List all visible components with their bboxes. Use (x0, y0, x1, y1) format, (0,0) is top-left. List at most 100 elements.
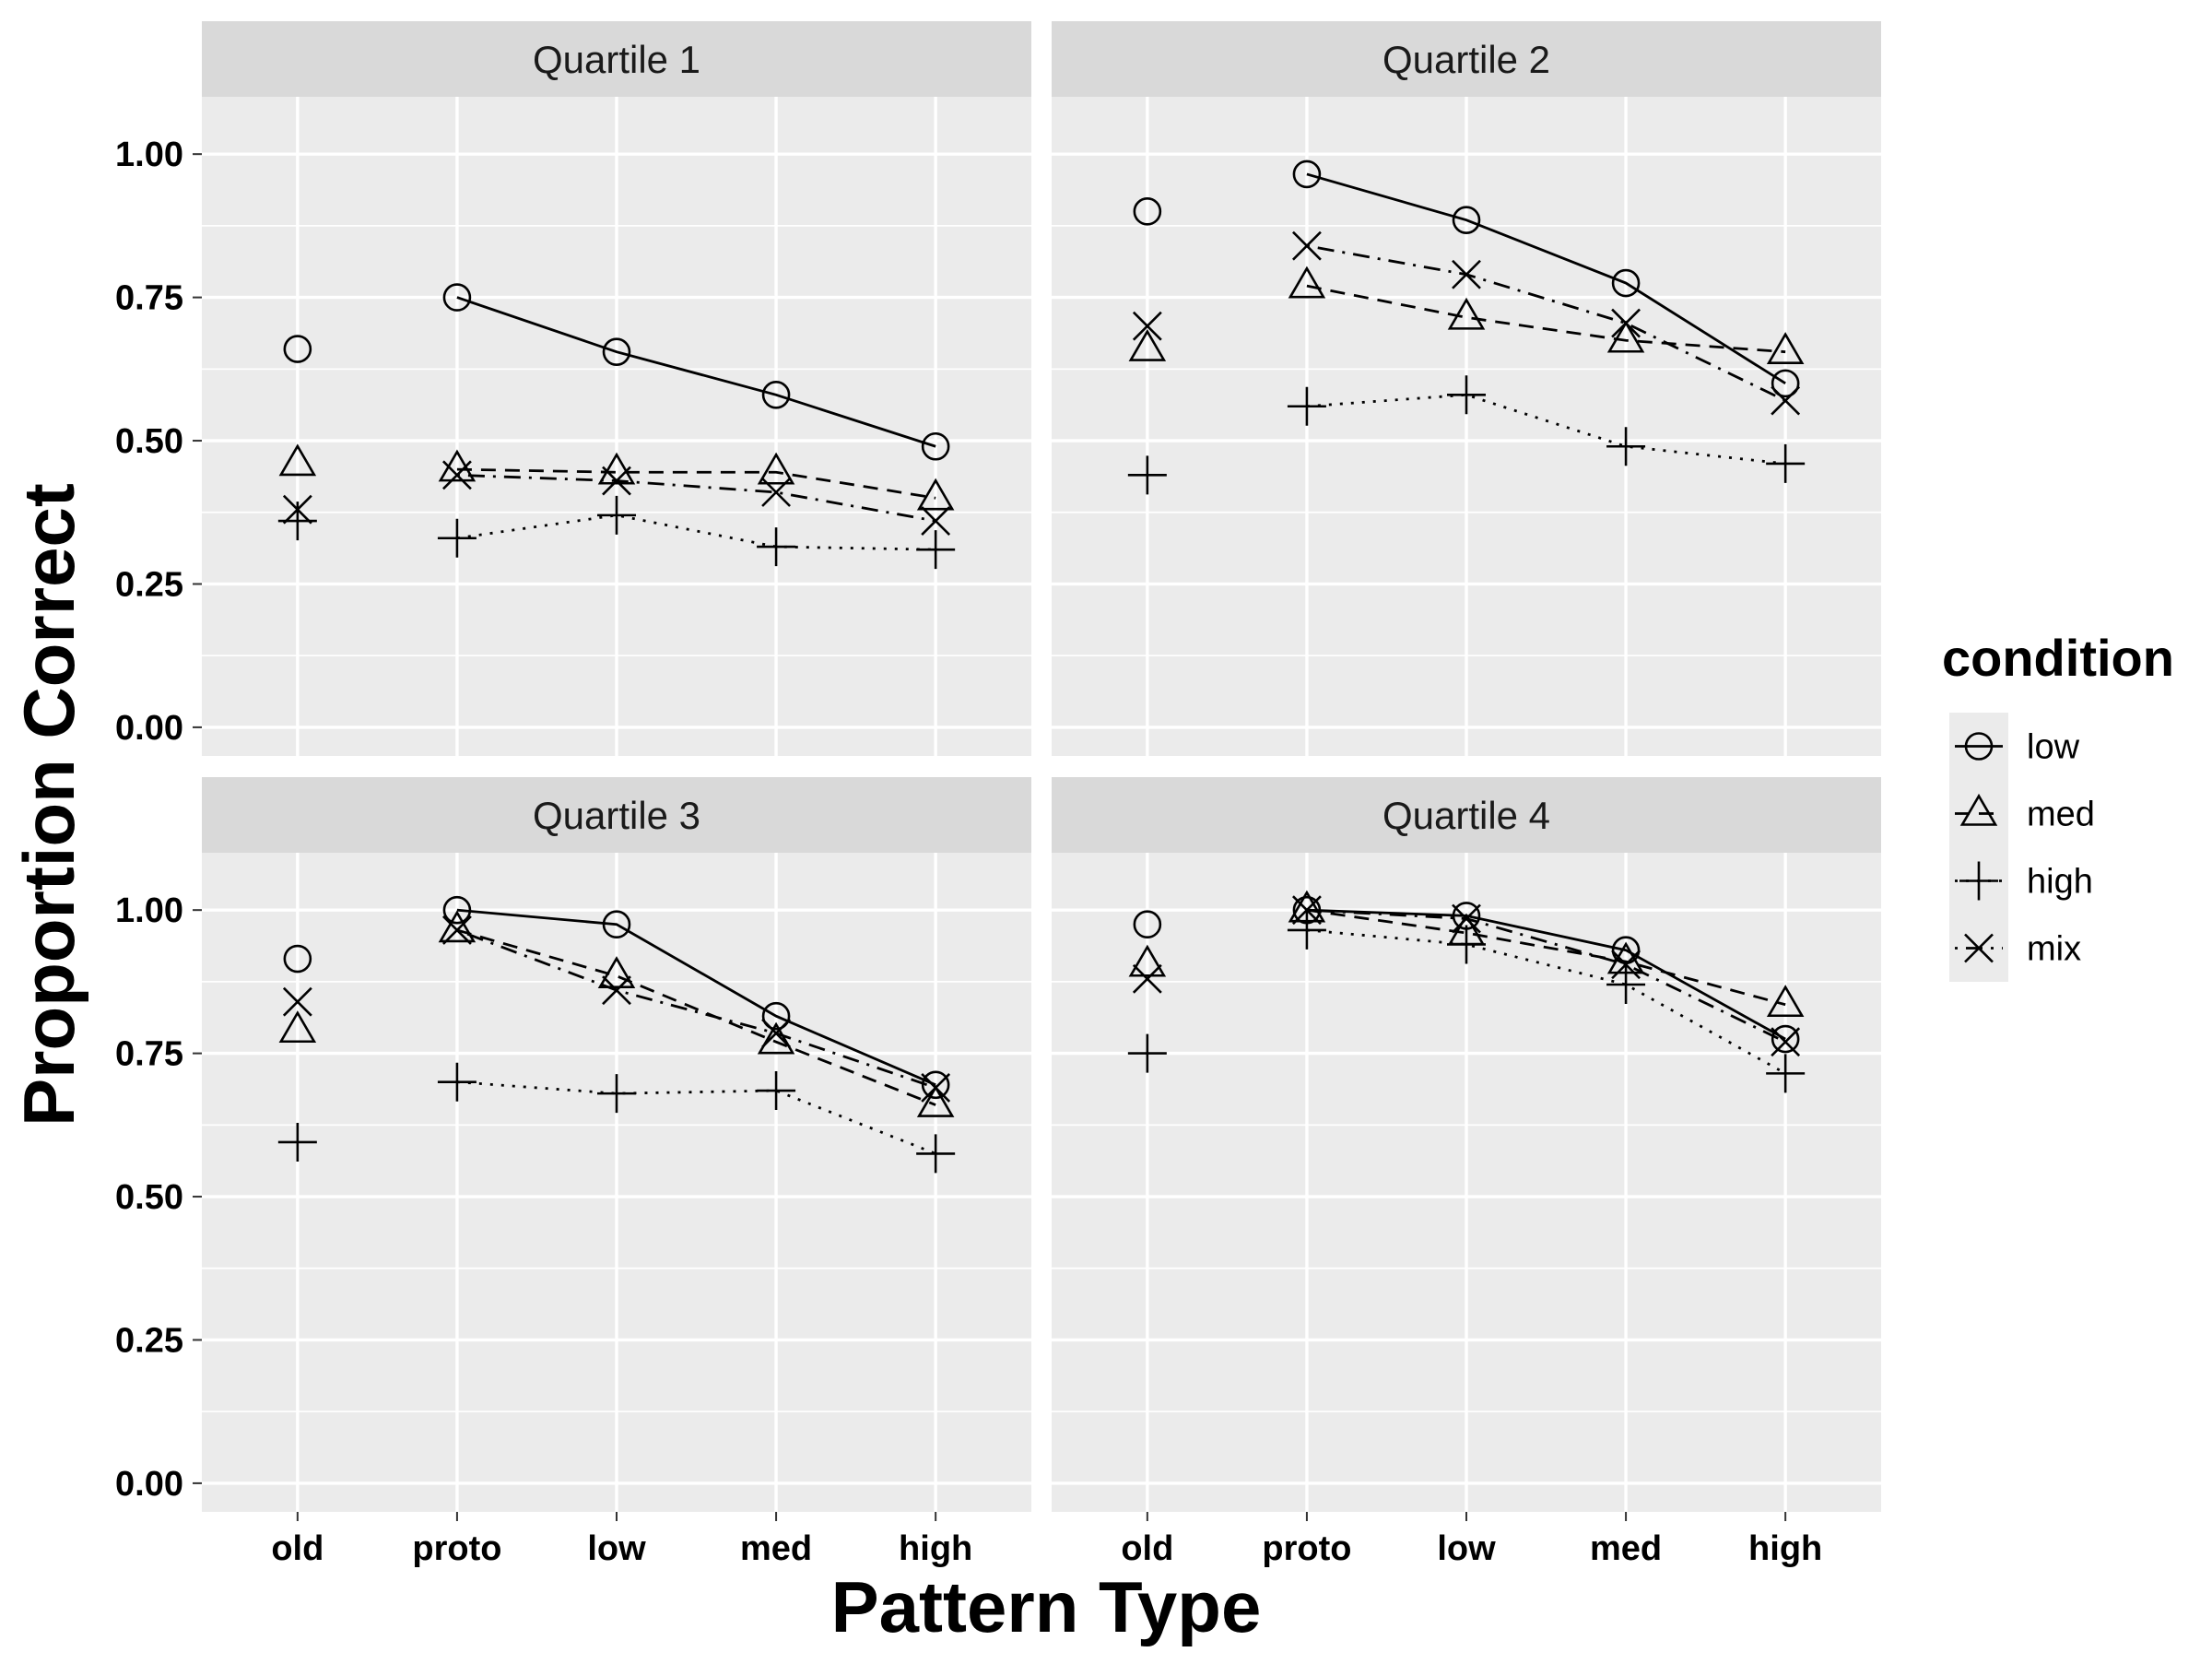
point-low-med (761, 381, 791, 409)
series-line-mix (456, 928, 936, 1090)
point-mix-med (761, 478, 791, 507)
x-tick-label: proto (1262, 1529, 1351, 1568)
point-mix-proto (1292, 230, 1322, 261)
legend-entry-high: high (1949, 847, 2093, 915)
series-mix (1132, 230, 1801, 416)
panels-layer: Quartile 1 0.00 0.25 0.50 0.75 1.00 Quartile 2… (115, 21, 1881, 1568)
point-mix-old (1132, 963, 1162, 994)
legend-entries: low med high mix (1949, 713, 2095, 982)
point-mix-low (602, 466, 631, 496)
series-low (283, 895, 950, 1100)
point-med-med (757, 452, 795, 485)
series-line-low (456, 908, 936, 1087)
series-line-mix (1306, 908, 1786, 1044)
x-tick-label: old (271, 1529, 324, 1568)
panel-2: Quartile 2 (1052, 21, 1881, 756)
x-tick-label: low (1437, 1529, 1496, 1568)
point-med-high (916, 1084, 955, 1117)
point-med-proto (438, 910, 477, 943)
point-med-low (597, 452, 636, 485)
point-mix-high (1771, 385, 1801, 416)
point-med-high (916, 478, 955, 511)
point-low-old (283, 335, 312, 363)
point-mix-low (602, 975, 631, 1006)
point-high-high (916, 1134, 956, 1174)
series-line-med (456, 928, 936, 1106)
series-line-med (456, 467, 936, 500)
series-line-med (1306, 284, 1786, 354)
point-low-old (283, 944, 312, 974)
point-mix-proto (442, 460, 472, 490)
series-line-high (1306, 393, 1786, 466)
series-line-high (456, 1080, 936, 1155)
panel-strip (1052, 21, 1881, 97)
point-mix-old (282, 986, 312, 1017)
point-high-old (1127, 1033, 1167, 1073)
point-mix-proto (442, 915, 472, 945)
panel-title: Quartile 3 (533, 794, 700, 837)
x-tick-label: high (899, 1529, 972, 1568)
series-line-low (456, 296, 936, 448)
point-med-old (1128, 328, 1167, 361)
legend-entry-med: med (1949, 780, 2095, 847)
point-high-old (1127, 455, 1167, 495)
point-med-old (278, 1010, 317, 1044)
point-med-med (1606, 320, 1645, 353)
series-line-mix (456, 473, 936, 523)
series-mix (1132, 895, 1801, 1057)
point-high-low (1447, 925, 1486, 964)
series-mix (282, 460, 951, 537)
y-tick-label: 0.00 (115, 1465, 183, 1504)
point-low-low (602, 910, 631, 939)
panel-strip (1052, 777, 1881, 853)
y-tick-label: 1.00 (115, 891, 183, 930)
panel-title: Quartile 4 (1382, 794, 1550, 837)
x-tick-label: low (587, 1529, 646, 1568)
legend-label: high (2027, 863, 2093, 902)
point-low-high (1771, 369, 1800, 398)
point-mix-med (1611, 308, 1641, 338)
point-mix-high (1771, 1027, 1801, 1057)
y-tick-label: 0.75 (115, 279, 183, 318)
point-low-med (761, 1001, 791, 1031)
legend-key-shape (1964, 732, 1994, 761)
point-mix-med (761, 1018, 791, 1048)
legend-entry-low: low (1949, 713, 2080, 780)
legend-label: low (2027, 728, 2080, 767)
x-tick-label: med (1590, 1529, 1662, 1568)
y-tick-label: 0.50 (115, 422, 183, 461)
y-tick-label: 0.50 (115, 1178, 183, 1217)
y-tick-label: 0.25 (115, 565, 183, 604)
panel-strip (202, 777, 1031, 853)
panel-4: Quartile 4 old proto low med high (1052, 777, 1881, 1568)
series-high (1127, 910, 1806, 1093)
legend-label: med (2027, 796, 2095, 834)
point-high-proto (437, 1062, 477, 1102)
point-high-low (1447, 375, 1486, 415)
series-high (277, 1062, 956, 1174)
point-low-old (1133, 197, 1162, 226)
panel-title: Quartile 1 (533, 38, 700, 81)
x-tick-label: old (1121, 1529, 1173, 1568)
point-med-med (757, 1021, 795, 1055)
series-line-med (1306, 908, 1786, 1007)
series-low (1133, 159, 1800, 398)
series-low (283, 283, 950, 461)
point-med-old (1128, 944, 1167, 977)
point-mix-low (1452, 259, 1481, 289)
point-high-high (916, 530, 956, 570)
point-mix-high (921, 1072, 951, 1103)
panel-1: Quartile 1 0.00 0.25 0.50 0.75 1.00 (115, 21, 1031, 756)
x-tick-label: med (740, 1529, 812, 1568)
y-tick-label: 0.75 (115, 1035, 183, 1074)
point-low-old (1133, 910, 1162, 939)
series-line-high (1306, 928, 1786, 1075)
y-tick-label: 0.25 (115, 1321, 183, 1360)
point-mix-proto (1292, 895, 1322, 926)
x-tick-label: proto (412, 1529, 501, 1568)
panel-3: Quartile 3 0.00 0.25 0.50 0.75 1.00 old proto lo… (115, 777, 1031, 1568)
series-mix (282, 915, 951, 1103)
point-low-proto (442, 283, 472, 312)
